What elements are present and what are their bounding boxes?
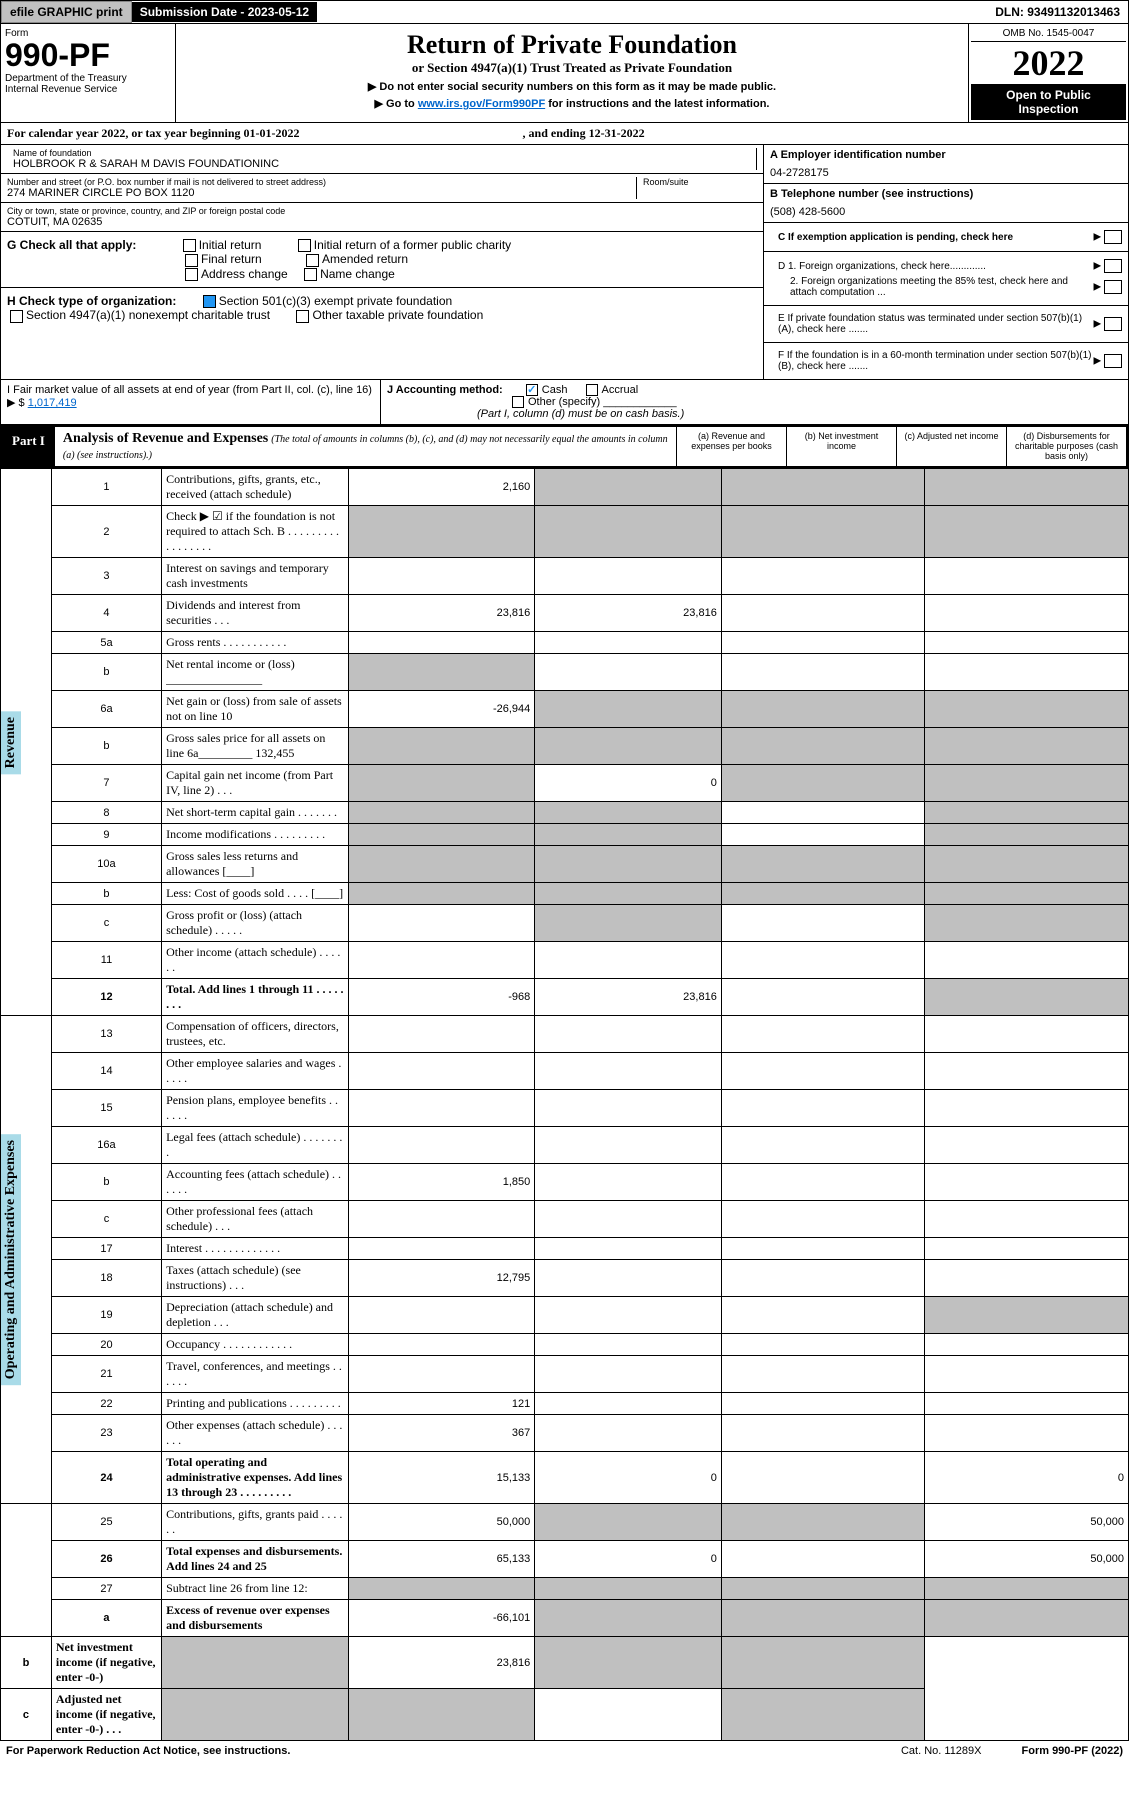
part1-title: Analysis of Revenue and Expenses (63, 431, 268, 446)
checkbox-d1[interactable] (1104, 259, 1122, 273)
department: Department of the Treasury Internal Reve… (5, 73, 171, 95)
section-ij: I Fair market value of all assets at end… (0, 380, 1129, 425)
checkbox-e[interactable] (1104, 317, 1122, 331)
omb-number: OMB No. 1545-0047 (971, 26, 1126, 42)
checkbox-initial-public[interactable] (298, 239, 311, 252)
col-d: (d) Disbursements for charitable purpose… (1007, 427, 1127, 466)
checkbox-name[interactable] (304, 268, 317, 281)
note-ssn: ▶ Do not enter social security numbers o… (182, 80, 962, 93)
form-header: Form 990-PF Department of the Treasury I… (0, 24, 1129, 123)
col-b: (b) Net investment income (787, 427, 897, 466)
f-label: F If the foundation is in a 60-month ter… (778, 350, 1094, 372)
foundation-name: HOLBROOK R & SARAH M DAVIS FOUNDATIONINC (13, 158, 756, 170)
checkbox-d2[interactable] (1104, 280, 1122, 294)
info-section: Name of foundation HOLBROOK R & SARAH M … (0, 145, 1129, 380)
phone: (508) 428-5600 (770, 206, 1122, 218)
dln: DLN: 93491132013463 (987, 2, 1128, 22)
efile-button[interactable]: efile GRAPHIC print (1, 1, 132, 23)
checkbox-c[interactable] (1104, 230, 1122, 244)
col-a: (a) Revenue and expenses per books (677, 427, 787, 466)
irs-link[interactable]: www.irs.gov/Form990PF (418, 98, 545, 110)
city: COTUIT, MA 02635 (7, 216, 757, 228)
checkbox-initial[interactable] (183, 239, 196, 252)
fmv-value[interactable]: 1,017,419 (28, 397, 77, 409)
e-label: E If private foundation status was termi… (778, 313, 1094, 335)
ein-label: A Employer identification number (770, 149, 946, 161)
note-link: ▶ Go to www.irs.gov/Form990PF for instru… (182, 97, 962, 110)
submission-date: Submission Date - 2023-05-12 (132, 2, 317, 22)
ein: 04-2728175 (770, 167, 1122, 179)
address: 274 MARINER CIRCLE PO BOX 1120 (7, 187, 636, 199)
col-c: (c) Adjusted net income (897, 427, 1007, 466)
checkbox-4947[interactable] (10, 310, 23, 323)
form-subtitle: or Section 4947(a)(1) Trust Treated as P… (182, 60, 962, 76)
footer-catno: Cat. No. 11289X (901, 1745, 982, 1757)
room-label: Room/suite (643, 177, 757, 187)
checkbox-f[interactable] (1104, 354, 1122, 368)
d1-label: D 1. Foreign organizations, check here..… (778, 261, 1094, 272)
city-label: City or town, state or province, country… (7, 206, 757, 216)
footer-left: For Paperwork Reduction Act Notice, see … (6, 1745, 290, 1757)
phone-label: B Telephone number (see instructions) (770, 188, 973, 200)
footer-form: Form 990-PF (2022) (1022, 1745, 1124, 1757)
top-bar: efile GRAPHIC print Submission Date - 20… (0, 0, 1129, 24)
calendar-year-row: For calendar year 2022, or tax year begi… (0, 123, 1129, 145)
checkbox-other-acc[interactable] (512, 396, 524, 408)
checkbox-final[interactable] (185, 254, 198, 267)
form-title: Return of Private Foundation (182, 30, 962, 60)
part1-tag: Part I (2, 427, 55, 466)
j-note: (Part I, column (d) must be on cash basi… (477, 408, 684, 420)
addr-label: Number and street (or P.O. box number if… (7, 177, 636, 187)
checkbox-address[interactable] (185, 268, 198, 281)
tax-year: 2022 (971, 42, 1126, 84)
checkbox-cash[interactable] (526, 384, 538, 396)
c-label: C If exemption application is pending, c… (778, 232, 1094, 243)
checkbox-accrual[interactable] (586, 384, 598, 396)
section-h: H Check type of organization: Section 50… (1, 288, 763, 329)
section-g: G Check all that apply: Initial return I… (1, 232, 763, 288)
checkbox-amended[interactable] (306, 254, 319, 267)
checkbox-501c3[interactable] (203, 295, 216, 308)
part1-header: Part I Analysis of Revenue and Expenses … (0, 425, 1129, 468)
d2-label: 2. Foreign organizations meeting the 85%… (778, 276, 1094, 298)
name-label: Name of foundation (13, 148, 756, 158)
checkbox-other-tax[interactable] (296, 310, 309, 323)
part1-table: Revenue1Contributions, gifts, grants, et… (0, 468, 1129, 1741)
open-inspection: Open to Public Inspection (971, 84, 1126, 120)
footer: For Paperwork Reduction Act Notice, see … (0, 1741, 1129, 1761)
form-number: 990-PF (5, 39, 171, 71)
